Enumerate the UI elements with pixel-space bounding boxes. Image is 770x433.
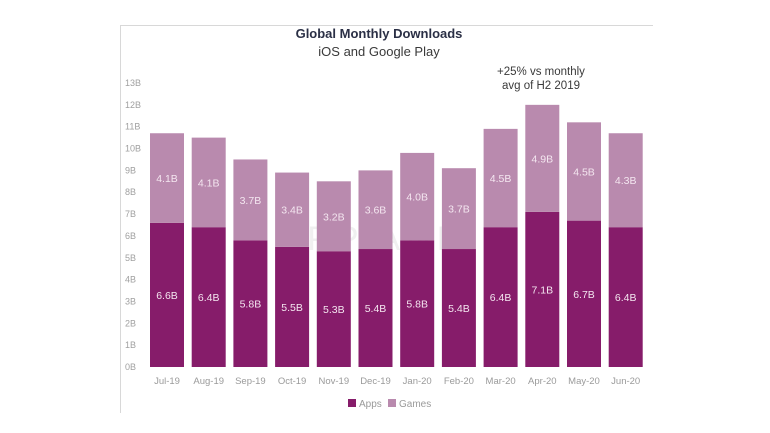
value-label-apps: 6.7B — [573, 289, 595, 301]
bar-games-jan-20 — [400, 152, 435, 241]
bar-games-aug-19 — [191, 137, 226, 228]
chart-title: Global Monthly Downloads — [296, 26, 463, 41]
value-label-apps: 6.4B — [615, 292, 637, 304]
bar-games-apr-20 — [525, 104, 560, 212]
value-label-games: 4.5B — [490, 173, 512, 185]
bar-games-may-20 — [567, 122, 601, 221]
value-label-games: 4.0B — [406, 192, 428, 204]
value-label-apps: 6.4B — [490, 292, 512, 304]
y-tick-label: 10B — [125, 144, 141, 154]
annotation-line-2: avg of H2 2019 — [502, 80, 580, 92]
annotation-line-1: +25% vs monthly — [497, 66, 585, 78]
watermark-text: APP ANNIE — [279, 220, 512, 258]
watermark: APP ANNIE — [279, 220, 512, 258]
bar-apps-oct-19 — [275, 246, 310, 367]
value-label-games: 4.1B — [156, 173, 178, 185]
value-label-games: 3.7B — [240, 195, 262, 207]
x-tick-label: Nov-19 — [318, 376, 349, 387]
x-tick-label: Apr-20 — [528, 376, 557, 387]
value-label-apps: 5.8B — [406, 299, 428, 311]
bar-apps-jul-19 — [150, 222, 184, 367]
value-label-apps: 5.4B — [448, 303, 470, 315]
bar-games-jul-19 — [150, 133, 184, 223]
bar-apps-sep-19 — [233, 240, 268, 367]
y-tick-label: 3B — [125, 296, 136, 306]
bar-games-sep-19 — [233, 159, 268, 241]
bar-apps-mar-20 — [483, 227, 518, 367]
legend-swatch-games — [388, 399, 396, 407]
bar-games-mar-20 — [483, 128, 518, 228]
bar-apps-jun-20 — [608, 227, 643, 367]
bar-games-oct-19 — [275, 172, 310, 247]
bar-apps-jan-20 — [400, 240, 435, 367]
value-label-games: 3.2B — [323, 211, 345, 223]
y-tick-label: 1B — [125, 340, 136, 350]
y-tick-label: 9B — [125, 165, 136, 175]
bar-apps-apr-20 — [525, 211, 560, 367]
y-tick-label: 8B — [125, 187, 136, 197]
legend-label-apps: Apps — [359, 399, 382, 410]
value-label-games: 4.1B — [198, 177, 220, 189]
x-tick-label: Sep-19 — [235, 376, 266, 387]
y-tick-label: 7B — [125, 209, 136, 219]
value-label-games: 3.7B — [448, 204, 470, 216]
x-tick-label: Jan-20 — [403, 376, 432, 387]
y-tick-label: 6B — [125, 231, 136, 241]
x-axis: Jul-19 Aug-19 Sep-19 Oct-19 Nov-19 Dec-19 Jan-… — [154, 376, 640, 387]
x-tick-label: Jun-20 — [611, 376, 640, 387]
value-label-games: 4.9B — [531, 153, 553, 165]
x-tick-label: Oct-19 — [278, 376, 307, 387]
bar-games-dec-19 — [358, 170, 393, 250]
value-label-apps: 5.4B — [365, 303, 387, 315]
bar-games-nov-19 — [316, 181, 351, 252]
value-label-apps: 6.4B — [198, 292, 220, 304]
x-tick-label: Aug-19 — [193, 376, 224, 387]
x-tick-label: Dec-19 — [360, 376, 391, 387]
value-label-apps: 7.1B — [531, 284, 553, 296]
value-label-apps: 6.6B — [156, 290, 178, 302]
x-tick-label: May-20 — [568, 376, 600, 387]
y-axis: 0B 1B 2B 3B 4B 5B 6B 7B 8B 9B 10B 11B 12B 13B — [125, 78, 141, 372]
value-label-games: 4.3B — [615, 175, 637, 187]
value-label-apps: 5.5B — [281, 302, 303, 314]
y-tick-label: 0B — [125, 362, 136, 372]
bar-games-jun-20 — [608, 133, 643, 228]
legend: Apps Games — [348, 399, 431, 410]
legend-label-games: Games — [399, 399, 431, 410]
bar-apps-may-20 — [567, 220, 601, 367]
frame-top-border — [120, 25, 653, 26]
y-tick-label: 13B — [125, 78, 141, 88]
y-tick-label: 4B — [125, 275, 136, 285]
bar-apps-dec-19 — [358, 249, 393, 367]
x-tick-label: Jul-19 — [154, 376, 180, 387]
y-tick-label: 12B — [125, 100, 141, 110]
y-tick-label: 5B — [125, 253, 136, 263]
bar-apps-feb-20 — [441, 249, 476, 367]
legend-swatch-apps — [348, 399, 356, 407]
bar-apps-aug-19 — [191, 227, 226, 367]
bar-games-feb-20 — [441, 168, 476, 250]
value-label-apps: 5.3B — [323, 304, 345, 316]
value-label-games: 3.4B — [281, 205, 303, 217]
frame-left-border — [120, 25, 121, 413]
bars: 6.6B 4.1B 6.4B 4.1B 5.8B 3.7B 5.5B 3.4B 5.3B 3.2B… — [150, 104, 643, 367]
x-tick-label: Feb-20 — [444, 376, 474, 387]
y-tick-label: 2B — [125, 318, 136, 328]
bar-apps-nov-19 — [316, 251, 351, 367]
value-label-apps: 5.8B — [240, 299, 262, 311]
value-label-games: 3.6B — [365, 205, 387, 217]
value-label-games: 4.5B — [573, 166, 595, 178]
x-tick-label: Mar-20 — [486, 376, 516, 387]
chart-subtitle: iOS and Google Play — [318, 44, 440, 59]
y-tick-label: 11B — [125, 122, 140, 132]
